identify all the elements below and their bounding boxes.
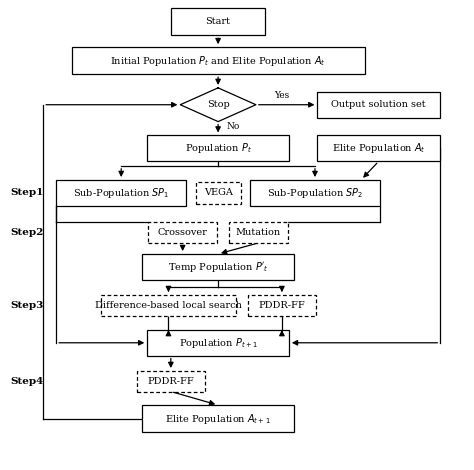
FancyBboxPatch shape (143, 254, 294, 280)
FancyBboxPatch shape (247, 295, 316, 315)
Text: Population $P_{t+1}$: Population $P_{t+1}$ (179, 336, 257, 350)
FancyBboxPatch shape (171, 8, 265, 35)
Text: Difference-based local search: Difference-based local search (95, 301, 242, 310)
FancyBboxPatch shape (147, 330, 289, 356)
Text: Step4: Step4 (10, 377, 43, 386)
FancyBboxPatch shape (143, 405, 294, 432)
FancyBboxPatch shape (318, 92, 440, 118)
Text: PDDR-FF: PDDR-FF (147, 377, 194, 386)
Text: Output solution set: Output solution set (331, 100, 426, 109)
Text: Elite Population $A_t$: Elite Population $A_t$ (332, 141, 426, 155)
FancyBboxPatch shape (148, 222, 217, 243)
FancyBboxPatch shape (250, 180, 380, 206)
Text: Initial Population $P_t$ and Elite Population $A_t$: Initial Population $P_t$ and Elite Popul… (110, 54, 326, 68)
FancyBboxPatch shape (318, 135, 440, 161)
Text: Temp Population $P'_t$: Temp Population $P'_t$ (168, 260, 268, 274)
FancyBboxPatch shape (72, 47, 365, 74)
Text: VEGA: VEGA (204, 188, 233, 197)
Text: Step3: Step3 (10, 301, 43, 310)
Text: Sub-Population $SP_2$: Sub-Population $SP_2$ (267, 186, 363, 200)
Text: Stop: Stop (207, 100, 229, 109)
FancyBboxPatch shape (196, 181, 240, 204)
Text: Elite Population $A_{t+1}$: Elite Population $A_{t+1}$ (165, 412, 271, 426)
Text: Population $P_t$: Population $P_t$ (185, 141, 252, 155)
FancyBboxPatch shape (147, 135, 289, 161)
Text: PDDR-FF: PDDR-FF (258, 301, 305, 310)
Text: Sub-Population $SP_1$: Sub-Population $SP_1$ (73, 186, 169, 200)
Text: No: No (227, 122, 240, 131)
FancyBboxPatch shape (101, 295, 236, 315)
FancyBboxPatch shape (137, 371, 205, 392)
Text: Step2: Step2 (10, 228, 44, 237)
Text: Mutation: Mutation (236, 228, 281, 237)
Text: Start: Start (206, 17, 230, 26)
Text: Yes: Yes (274, 91, 290, 100)
FancyBboxPatch shape (229, 222, 288, 243)
Text: Step1: Step1 (10, 188, 44, 197)
FancyBboxPatch shape (56, 180, 186, 206)
Text: Crossover: Crossover (158, 228, 208, 237)
